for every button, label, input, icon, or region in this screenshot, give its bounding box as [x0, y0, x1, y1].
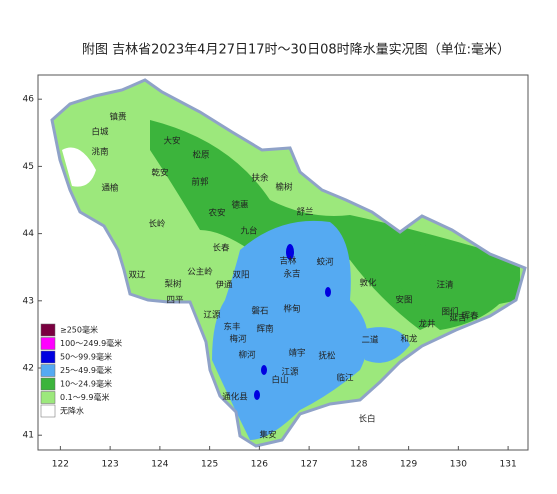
- place-label: 前郭: [191, 177, 209, 188]
- place-label: 双辽: [128, 271, 146, 281]
- y-tick-label: 45: [23, 162, 34, 172]
- x-tick-label: 130: [450, 460, 467, 470]
- place-label: 洮南: [91, 147, 108, 158]
- legend-swatch: [40, 323, 56, 337]
- place-label: 二道: [361, 335, 379, 346]
- x-tick-label: 128: [350, 460, 367, 470]
- legend-label: 25～49.9毫米: [60, 365, 112, 375]
- place-label: 松原: [192, 150, 209, 161]
- legend-swatch: [40, 377, 56, 391]
- place-label: 镇赉: [109, 112, 127, 123]
- map-title: 附图 吉林省2023年4月27日17时～30日08时降水量实况图（单位:毫米）: [82, 42, 510, 58]
- place-label: 舒兰: [296, 207, 313, 218]
- place-label: 江源: [281, 368, 299, 378]
- place-label: 伊通: [215, 280, 233, 291]
- place-label: 延吉: [449, 313, 466, 324]
- place-label: 通榆: [101, 183, 119, 194]
- place-label: 通化县: [222, 392, 248, 403]
- x-tick-label: 131: [500, 460, 517, 470]
- place-label: 集安: [259, 430, 276, 441]
- x-tick-label: 129: [400, 460, 417, 470]
- place-label: 辉南: [256, 324, 273, 335]
- legend-label: 无降水: [60, 406, 84, 416]
- place-label: 双阳: [232, 271, 249, 281]
- place-label: 图们: [441, 307, 458, 318]
- x-tick-label: 124: [151, 460, 168, 470]
- axes: 122 123 124 125 126 127 128 129 130 131 41 42 43 44 45…: [23, 95, 517, 470]
- place-label: 梨树: [164, 279, 182, 290]
- place-label: 公主岭: [187, 267, 213, 278]
- place-label: 桦甸: [283, 304, 300, 315]
- legend-swatch: [40, 337, 56, 350]
- legend-swatch: [40, 350, 56, 364]
- place-label: 磐石: [251, 306, 268, 317]
- place-label: 蛟河: [316, 257, 334, 268]
- legend-label: 100～249.9毫米: [60, 338, 122, 348]
- place-label: 大安: [163, 136, 180, 147]
- place-label: 抚松: [318, 351, 336, 362]
- y-tick-label: 44: [23, 229, 35, 239]
- place-label: 柳河: [238, 350, 256, 361]
- place-label: 九台: [240, 226, 257, 237]
- x-tick-label: 126: [251, 460, 268, 470]
- place-label: 长白: [358, 414, 375, 425]
- x-tick-label: 122: [52, 460, 69, 470]
- place-label: 德惠: [231, 200, 248, 211]
- place-label: 长春: [212, 243, 230, 254]
- place-label: 敦化: [359, 278, 377, 289]
- place-label: 永吉: [283, 269, 300, 280]
- place-label: 白城: [91, 127, 109, 138]
- place-label: 榆树: [275, 182, 293, 193]
- place-label: 四平: [166, 296, 184, 306]
- x-tick-label: 123: [102, 460, 119, 470]
- x-tick-label: 127: [301, 460, 318, 470]
- place-label: 安图: [395, 295, 412, 306]
- place-label: 辽源: [203, 311, 221, 321]
- legend-label: 0.1～9.9毫米: [60, 392, 109, 402]
- legend: ≥250毫米 100～249.9毫米 50～99.9毫米 25～49.9毫米 10～24…: [40, 323, 122, 418]
- place-label: 临江: [336, 373, 354, 384]
- place-label: 梅河: [229, 334, 247, 345]
- y-tick-label: 42: [23, 364, 34, 374]
- place-label: 乾安: [151, 168, 168, 179]
- place-label: 汪清: [436, 280, 454, 291]
- place-label: 扶余: [251, 173, 269, 184]
- place-label: 龙井: [418, 319, 435, 330]
- legend-label: 50～99.9毫米: [60, 352, 112, 362]
- place-label: 东丰: [223, 322, 241, 333]
- place-label: 白山: [271, 375, 288, 386]
- legend-swatch: [40, 364, 56, 377]
- place-label: 吉林: [279, 256, 297, 267]
- place-label: 长岭: [148, 219, 166, 230]
- legend-label: ≥250毫米: [60, 325, 98, 335]
- place-label: 靖宇: [288, 348, 305, 359]
- place-label: 农安: [208, 208, 225, 219]
- place-label: 珲春: [461, 311, 479, 322]
- y-tick-label: 41: [23, 431, 34, 441]
- y-tick-label: 46: [23, 95, 35, 105]
- legend-swatch: [40, 391, 56, 404]
- legend-label: 10～24.9毫米: [60, 379, 112, 389]
- y-tick-label: 43: [23, 296, 34, 306]
- place-label: 和龙: [400, 334, 418, 345]
- x-tick-label: 125: [201, 460, 218, 470]
- legend-swatch: [40, 404, 56, 418]
